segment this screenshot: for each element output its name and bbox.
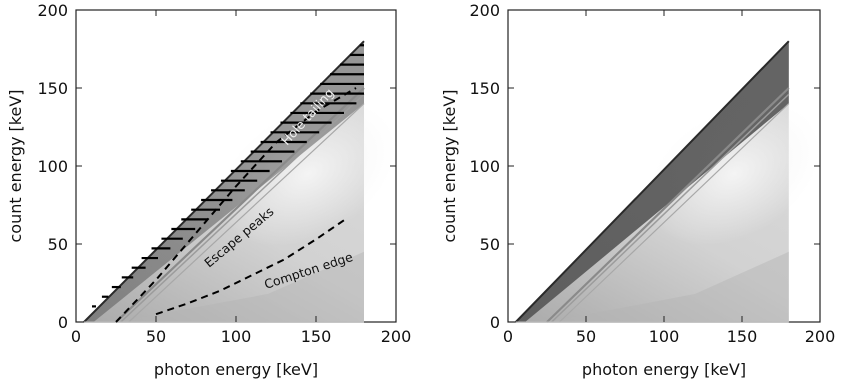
- y-tick-label: 50: [480, 235, 500, 254]
- y-tick-label: 100: [469, 157, 500, 176]
- x-tick-label: 0: [71, 327, 81, 346]
- escape-streak-0: [546, 87, 790, 323]
- x-tick-label: 100: [649, 327, 680, 346]
- left-x-axis-label: photon energy [keV]: [154, 360, 318, 379]
- heatmap-bright-region: [647, 102, 822, 246]
- x-tick-label: 0: [503, 327, 513, 346]
- escape-streak-1: [551, 93, 790, 323]
- x-tick-label: 50: [146, 327, 166, 346]
- x-tick-label: 50: [576, 327, 596, 346]
- left-dashed-curves: [115, 87, 357, 323]
- y-tick-label: 100: [37, 157, 68, 176]
- x-tick-label: 150: [301, 327, 332, 346]
- right-heatmap: [515, 40, 822, 323]
- escape-streak-2: [559, 103, 790, 323]
- right-y-axis-label: count energy [keV]: [440, 89, 459, 242]
- y-tick-label: 200: [37, 1, 68, 20]
- x-tick-label: 150: [727, 327, 758, 346]
- right-ticks: 0 50 100 150 200 0 50 100 150 200: [469, 1, 835, 346]
- heatmap-low-band: [547, 251, 789, 322]
- y-tick-label: 50: [48, 235, 68, 254]
- heatmap-low-band: [116, 251, 364, 322]
- escape-streak-1: [120, 93, 365, 323]
- escape-streak-0: [115, 87, 365, 323]
- x-tick-label: 200: [805, 327, 836, 346]
- full-energy-diagonal: [515, 40, 790, 323]
- right-x-axis-label: photon energy [keV]: [582, 360, 746, 379]
- left-panel: Hole tailing Escape peaks Compton edge 0…: [6, 1, 411, 379]
- dashed-curve-escape-peaks: [115, 87, 357, 323]
- y-tick-label: 200: [469, 1, 500, 20]
- escape-streak-2: [128, 103, 365, 323]
- heatmap-bright-region: [219, 101, 397, 247]
- x-tick-label: 100: [221, 327, 252, 346]
- x-tick-label: 200: [381, 327, 412, 346]
- left-ticks: 0 50 100 150 200 0 50 100 150 200: [37, 1, 411, 346]
- y-tick-label: 150: [469, 79, 500, 98]
- y-tick-label: 0: [490, 313, 500, 332]
- y-tick-label: 150: [37, 79, 68, 98]
- left-y-axis-label: count energy [keV]: [6, 89, 25, 242]
- right-panel: 0 50 100 150 200 0 50 100 150 200 photon energy […: [440, 1, 835, 379]
- y-tick-label: 0: [58, 313, 68, 332]
- left-hatching: [92, 44, 364, 308]
